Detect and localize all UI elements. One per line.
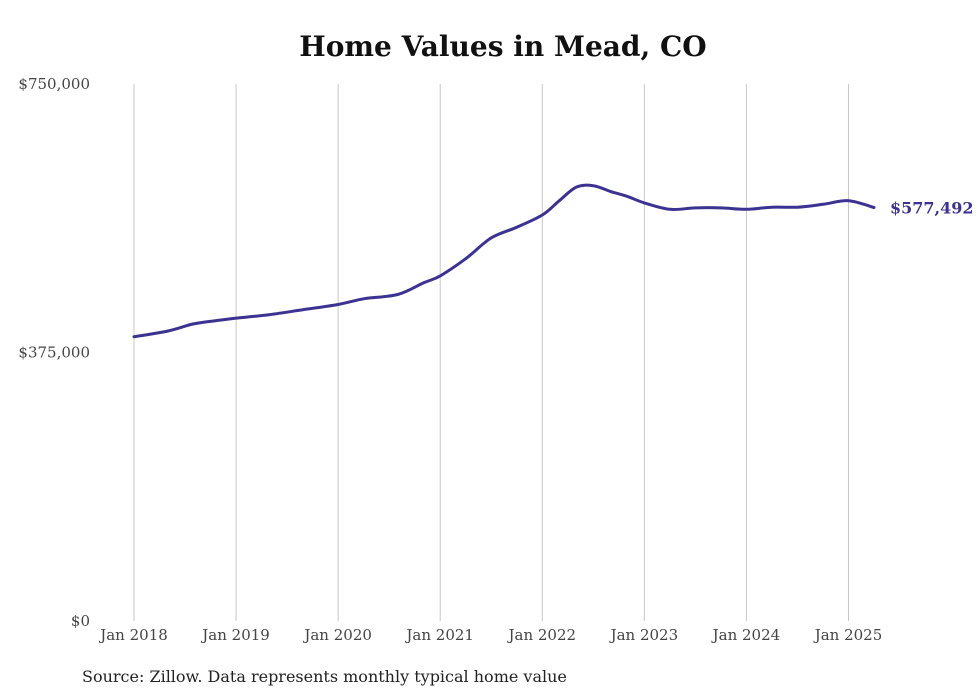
x-tick-label: Jan 2022 [506, 626, 576, 644]
vertical-gridlines [133, 84, 849, 621]
end-value-label-layer: $577,492 [890, 199, 974, 218]
x-tick-label: Jan 2023 [609, 626, 679, 644]
series-layer [132, 183, 876, 339]
chart-title: Home Values in Mead, CO [299, 30, 707, 63]
x-tick-label: Jan 2025 [813, 626, 883, 644]
x-axis-ticks: Jan 2018 Jan 2019 Jan 2020 Jan 2021 Jan 2022… [98, 626, 882, 644]
series-line [132, 183, 876, 339]
y-axis-ticks: $0 $375,000 $750,000 [18, 75, 90, 630]
y-tick-label: $750,000 [18, 75, 90, 93]
x-tick-label: Jan 2018 [98, 626, 168, 644]
end-value-label: $577,492 [890, 199, 974, 218]
x-tick-label: Jan 2021 [404, 626, 474, 644]
source-note: Source: Zillow. Data represents monthly … [82, 667, 567, 686]
x-tick-label: Jan 2024 [711, 626, 781, 644]
x-tick-label: Jan 2020 [302, 626, 372, 644]
y-tick-label: $0 [71, 612, 90, 630]
y-tick-label: $375,000 [18, 344, 90, 362]
x-tick-label: Jan 2019 [200, 626, 270, 644]
